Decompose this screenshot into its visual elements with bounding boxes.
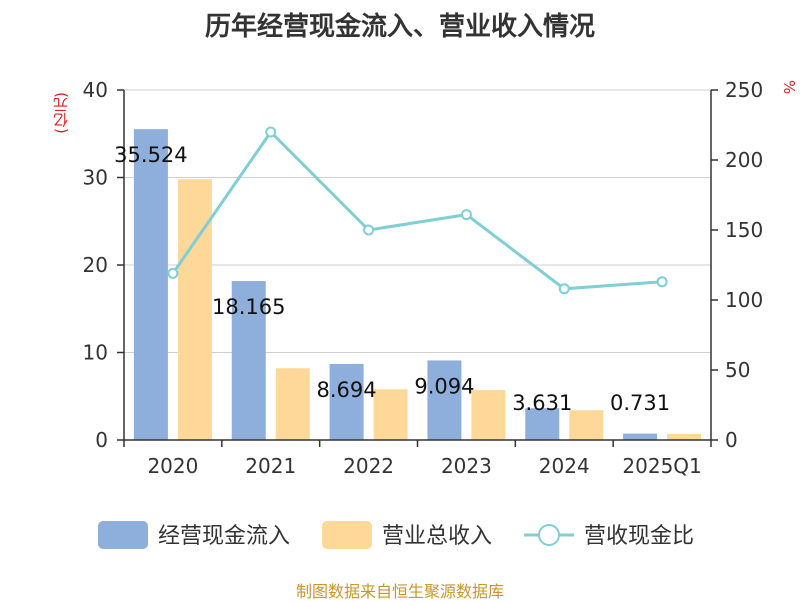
right-tick-label: 0 xyxy=(725,428,738,452)
bar-data-label: 8.694 xyxy=(317,378,377,402)
bar-data-label: 35.524 xyxy=(114,143,187,167)
x-tick-label: 2025Q1 xyxy=(622,454,701,478)
x-tick-label: 2021 xyxy=(245,454,296,478)
bar-data-label: 3.631 xyxy=(512,391,572,415)
legend: 经营现金流入 营业总收入 营收现金比 xyxy=(98,521,694,549)
x-tick-label: 2020 xyxy=(147,454,198,478)
ratio-point xyxy=(460,209,472,221)
bar-cash-inflow xyxy=(427,360,462,440)
left-tick-label: 40 xyxy=(83,78,108,102)
bar-cash-inflow xyxy=(525,408,560,440)
x-tick-label: 2023 xyxy=(441,454,492,478)
left-tick-label: 10 xyxy=(83,341,108,365)
left-tick-label: 20 xyxy=(83,253,108,277)
bar-revenue xyxy=(373,389,408,440)
right-tick-label: 250 xyxy=(725,78,763,102)
legend-label: 营业总收入 xyxy=(382,524,492,549)
bar-revenue xyxy=(471,390,506,440)
right-tick-label: 50 xyxy=(725,358,750,382)
chart-title: 历年经营现金流入、营业收入情况 xyxy=(204,12,595,42)
bar-cash-inflow xyxy=(329,363,364,440)
right-axis-unit: % xyxy=(780,80,798,95)
x-tick-label: 2022 xyxy=(343,454,394,478)
bar-cash-inflow xyxy=(133,129,168,441)
ratio-point xyxy=(656,276,668,288)
ratio-point xyxy=(558,283,570,295)
right-tick-label: 150 xyxy=(725,218,763,242)
bar-revenue xyxy=(667,433,702,440)
data-labels: 35.524 18.165 8.694 9.094 3.631 0.731 xyxy=(114,143,670,415)
legend-label: 营收现金比 xyxy=(584,524,694,549)
ratio-point xyxy=(363,224,375,236)
legend-marker xyxy=(538,524,560,546)
right-tick-label: 100 xyxy=(725,288,763,312)
x-tick-label: 2024 xyxy=(539,454,590,478)
bar-revenue xyxy=(275,368,310,440)
bar-data-label: 9.094 xyxy=(414,374,474,398)
ratio-point xyxy=(265,126,277,138)
bar-data-label: 18.165 xyxy=(212,295,285,319)
legend-swatch xyxy=(98,521,148,549)
axes: 0 10 20 30 40 0 50 100 150 200 250 2020 2021 2022 2023… xyxy=(83,78,764,478)
legend-label: 经营现金流入 xyxy=(158,524,290,549)
right-tick-label: 200 xyxy=(725,148,763,172)
bar-cash-inflow xyxy=(231,281,266,440)
left-tick-label: 30 xyxy=(83,166,108,190)
ratio-line xyxy=(171,129,663,291)
ratio-point xyxy=(167,267,179,279)
bar-data-label: 0.731 xyxy=(610,391,670,415)
bar-cash-inflow xyxy=(623,433,658,440)
left-tick-label: 0 xyxy=(95,428,108,452)
line-layer xyxy=(167,126,668,295)
bar-revenue xyxy=(569,410,604,440)
source-note: 制图数据来自恒生聚源数据库 xyxy=(295,582,504,601)
bar-revenue xyxy=(177,179,212,440)
grid-lines xyxy=(124,89,711,353)
legend-swatch xyxy=(322,521,372,549)
